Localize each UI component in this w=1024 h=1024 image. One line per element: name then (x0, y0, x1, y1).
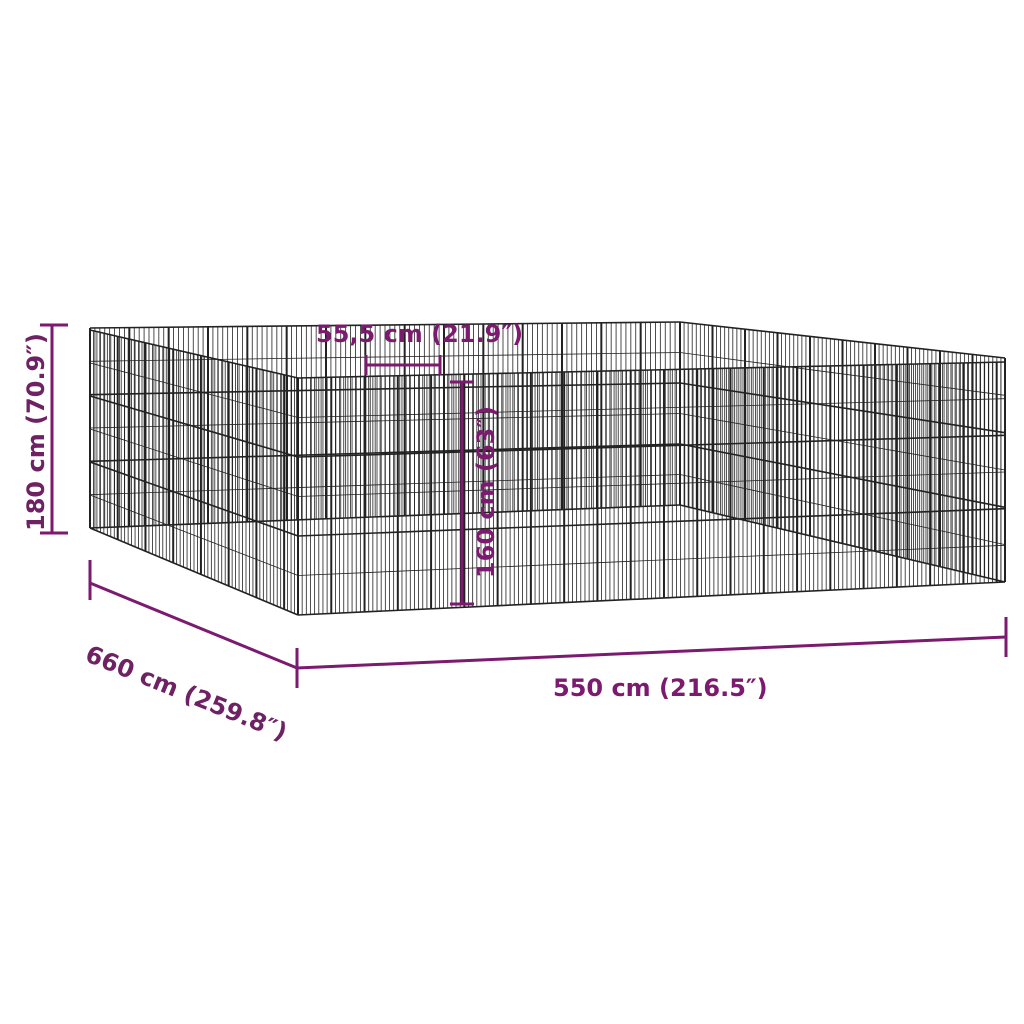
fence-panel (89, 329, 299, 616)
width-line (296, 635, 1007, 670)
door-width-label: 55,5 cm (21.9″) (316, 320, 524, 348)
height-label: 180 cm (70.9″) (22, 333, 50, 531)
width-label: 550 cm (216.5″) (553, 674, 768, 702)
door-height-label: 160 cm (63″) (472, 405, 500, 579)
depth-line (89, 581, 298, 670)
fence-panel (297, 361, 1006, 616)
dimension-lines (40, 323, 1008, 688)
